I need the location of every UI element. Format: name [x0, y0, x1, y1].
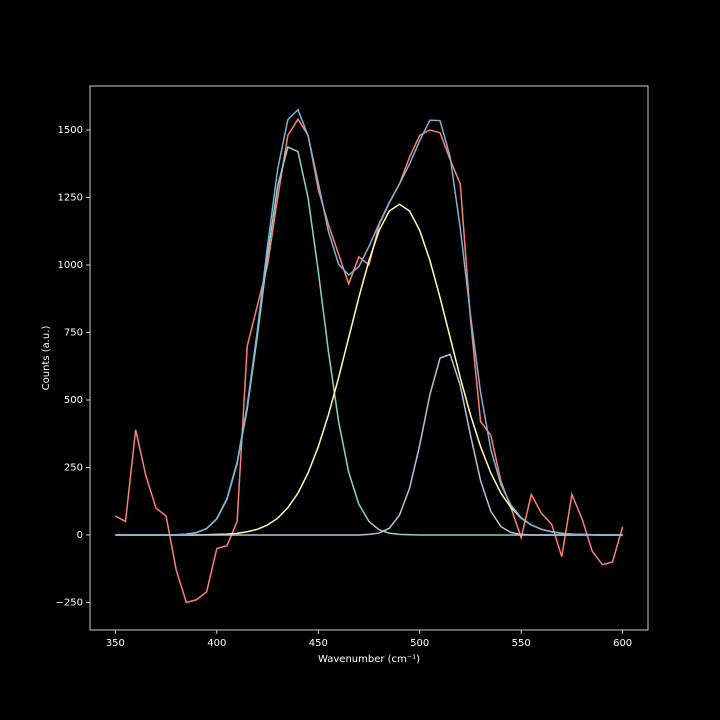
- y-tick-label: 750: [64, 327, 83, 338]
- y-tick-label: 1000: [58, 260, 83, 271]
- x-tick-label: 500: [410, 638, 429, 649]
- data-line: [115, 117, 624, 604]
- x-tick-label: 550: [512, 638, 531, 649]
- y-tick-label: 1500: [58, 125, 83, 136]
- x-tick-label: 450: [309, 638, 328, 649]
- y-tick-label: 500: [64, 395, 83, 406]
- data-line: [115, 108, 623, 536]
- y-axis-label: Counts (a.u.): [41, 326, 52, 391]
- y-tick-label: −250: [56, 597, 83, 608]
- x-tick-label: 600: [613, 638, 632, 649]
- x-tick-label: 400: [207, 638, 226, 649]
- data-line: [115, 203, 623, 536]
- plot-frame: [89, 85, 649, 631]
- y-tick-label: 0: [77, 530, 83, 541]
- data-line: [115, 353, 623, 536]
- y-tick-label: 250: [64, 462, 83, 473]
- x-tick-label: 350: [106, 638, 125, 649]
- y-tick-label: 1250: [58, 192, 83, 203]
- x-axis-label: Wavenumber (cm⁻¹): [318, 654, 420, 665]
- data-line: [115, 145, 623, 536]
